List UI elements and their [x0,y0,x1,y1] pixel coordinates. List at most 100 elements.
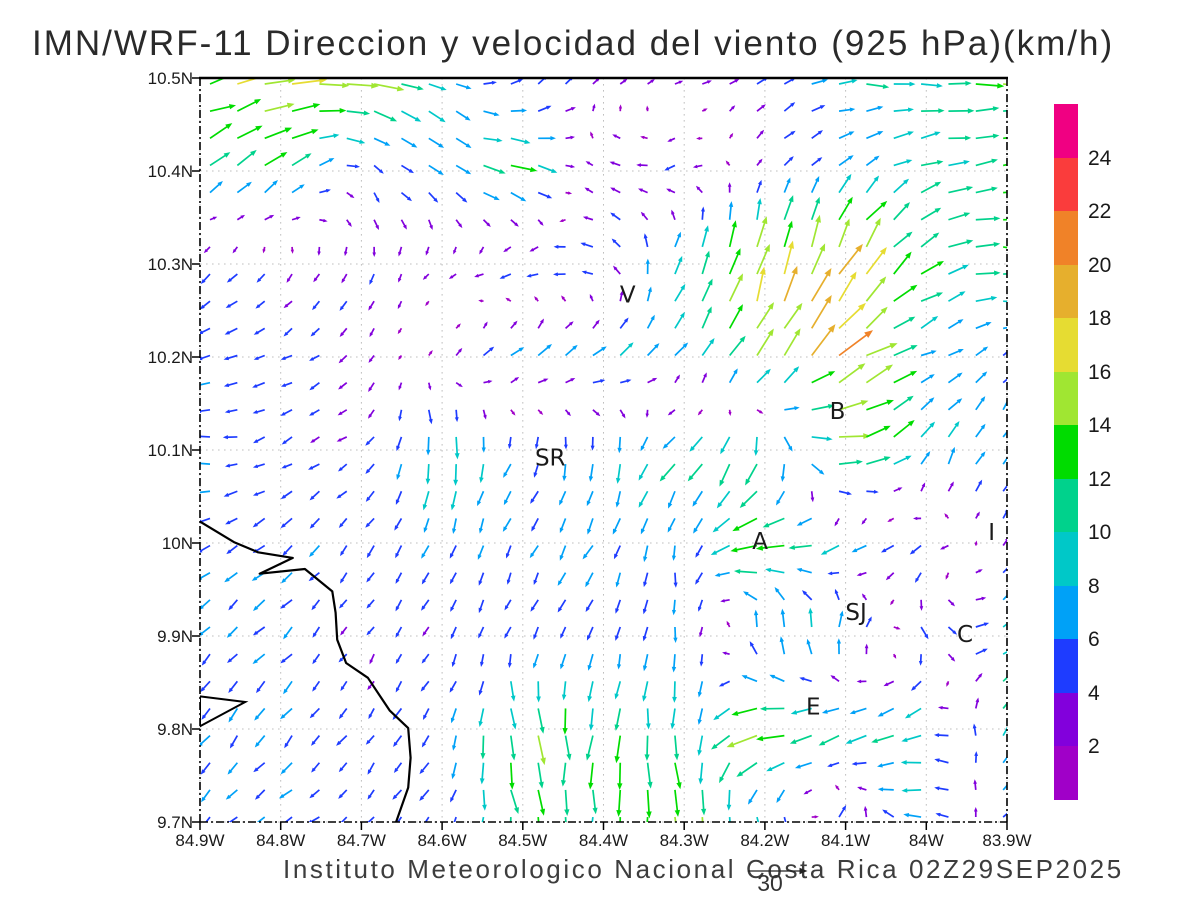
reference-arrow-value: 30 [757,870,783,896]
wind-arrow [336,436,348,442]
wind-arrow [454,436,460,460]
wind-arrow [728,409,732,417]
wind-arrow [863,805,868,818]
wind-arrow [310,327,320,337]
wind-arrow [893,284,918,302]
wind-arrow [286,273,293,283]
wind-arrow [264,152,288,167]
wind-arrow [365,735,375,745]
lat-tick-label: 9.9N [157,627,193,646]
wind-arrow [584,187,594,194]
coastline [200,520,412,822]
wind-arrow [477,490,485,507]
wind-arrow [802,590,813,601]
station-label-sj: SJ [845,600,866,626]
wind-arrow [452,735,457,751]
wind-arrow [510,789,519,815]
wind-arrow [428,350,433,356]
wind-arrow [309,707,321,719]
wind-arrow [947,653,956,662]
wind-arrow [481,436,486,453]
wind-arrow [538,136,556,141]
wind-arrow [200,490,211,495]
wind-arrow [948,239,974,248]
wind-arrow [877,761,894,768]
wind-arrow [564,321,574,329]
station-label-e: E [806,695,821,721]
wind-arrow [252,381,266,388]
wind-arrow [947,372,963,384]
wind-arrow [642,681,649,702]
wind-arrow [562,464,567,482]
wind-arrow [671,545,677,561]
lon-tick-label: 84.9W [175,831,225,850]
colorbar-segment [1054,639,1078,693]
wind-arrow [423,518,430,533]
wind-arrow [280,517,293,529]
colorbar-tick-label: 20 [1088,253,1112,277]
wind-arrow [835,784,840,791]
wind-arrow [857,786,867,791]
wind-arrow [504,626,512,639]
wind-arrow [283,300,293,309]
wind-arrow [947,599,956,607]
wind-arrow [838,173,852,194]
wind-arrow [428,164,444,175]
wind-arrow [529,246,539,252]
wind-arrow [865,276,887,302]
wind-arrow [697,681,704,698]
wind-arrow [975,216,1001,222]
wind-arrow [559,490,567,506]
colorbar-tick-label: 4 [1088,681,1100,705]
lon-tick-label: 84.3W [659,831,709,850]
wind-arrow [200,354,211,361]
wind-arrow [506,572,512,585]
wind-arrow [449,545,457,559]
wind-arrow [701,306,712,329]
wind-arrow [228,680,239,694]
wind-arrow [849,707,867,715]
wind-arrow [910,680,922,691]
wind-arrow [845,734,867,744]
wind-arrow [291,153,312,167]
lon-tick-label: 84.7W [336,831,386,850]
station-label-c: C [957,622,973,648]
wind-arrow [449,680,457,693]
wind-arrow [319,107,347,114]
wind-arrow [319,218,328,223]
wind-arrow [811,324,836,357]
colorbar-tick-label: 6 [1088,628,1100,651]
wind-arrow [200,461,211,465]
colorbar-tick-label: 22 [1088,200,1112,223]
wind-arrow [534,436,540,450]
wind-arrow [674,255,683,275]
wind-arrow [739,490,758,509]
wind-arrow [830,675,840,682]
wind-arrow [509,817,512,822]
wind-arrow [224,572,238,583]
wind-arrow [537,78,547,85]
wind-arrow [783,195,794,221]
wind-arrow [224,327,238,335]
wind-arrow [810,243,826,275]
wind-arrow [810,176,820,193]
wind-arrow [945,572,950,580]
wind-arrow [671,209,676,221]
wind-arrow [394,517,403,531]
wind-arrow [428,219,433,231]
wind-arrow [225,300,238,308]
wind-arrow [856,571,867,577]
wind-arrow [696,136,703,141]
lat-tick-label: 10.2N [147,348,193,367]
wind-arrow [790,707,812,715]
wind-arrow [533,626,539,640]
wind-arrow [453,464,459,486]
wind-arrow [565,164,576,169]
colorbar-segment [1054,104,1078,158]
wind-arrow [947,446,955,465]
wind-arrow [479,246,485,255]
wind-arrow [975,479,983,492]
wind-arrow [756,302,775,329]
wind-arrow [810,491,815,503]
wind-arrow [309,381,320,391]
